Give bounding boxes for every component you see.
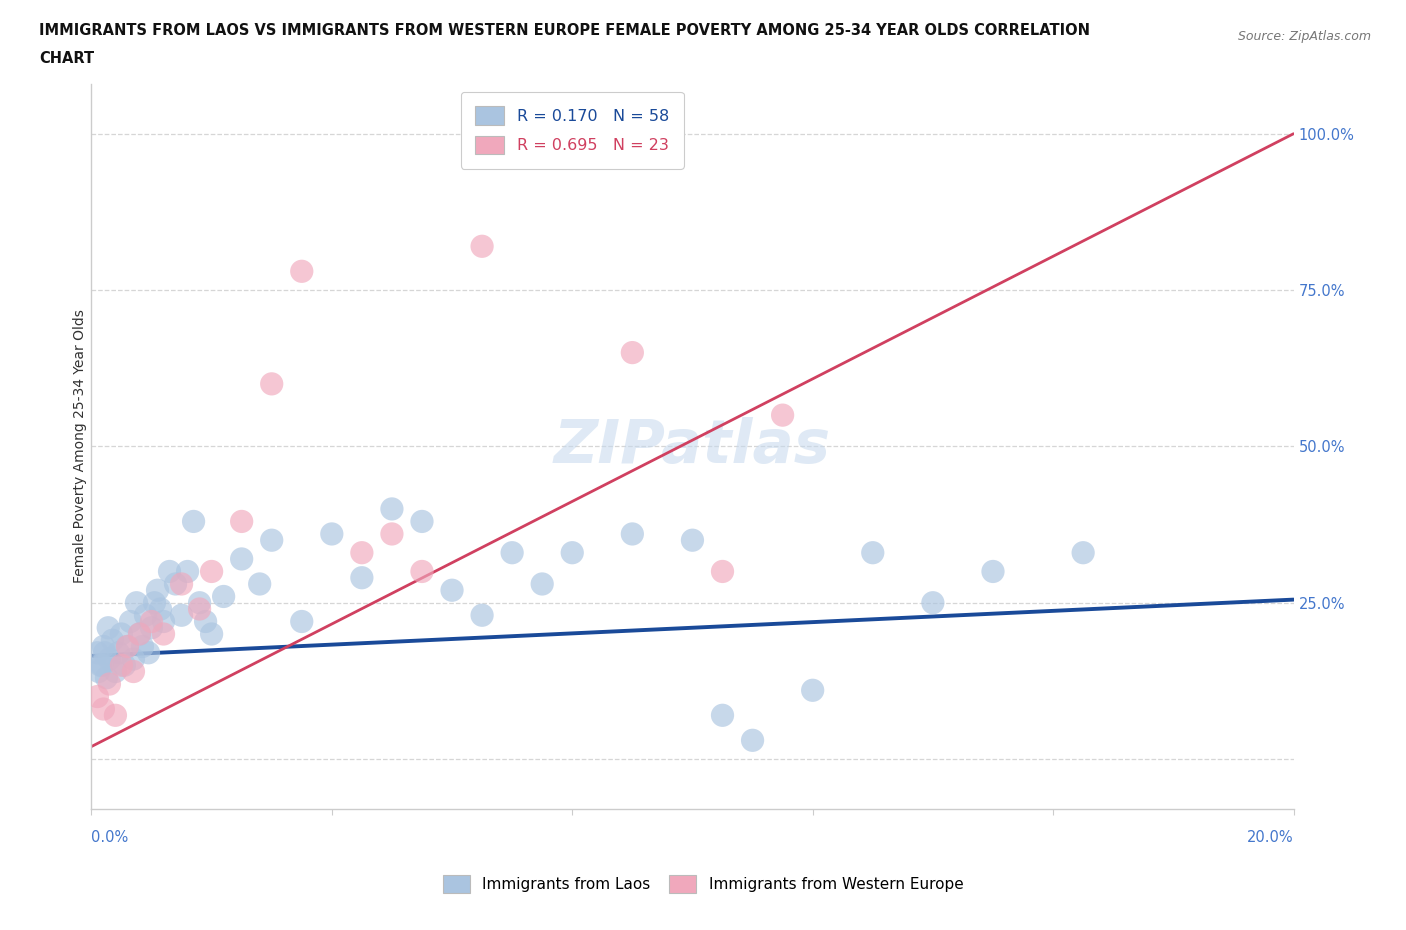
- Point: [183, 514, 205, 529]
- Point: [350, 545, 373, 560]
- Point: [981, 564, 1004, 578]
- Point: [149, 602, 172, 617]
- Point: [772, 407, 794, 422]
- Point: [621, 345, 644, 360]
- Text: 20.0%: 20.0%: [1247, 830, 1294, 844]
- Point: [801, 683, 824, 698]
- Point: [231, 514, 253, 529]
- Point: [101, 632, 124, 647]
- Point: [381, 526, 404, 541]
- Point: [159, 564, 181, 578]
- Point: [96, 671, 118, 685]
- Point: [741, 733, 763, 748]
- Point: [128, 627, 150, 642]
- Legend: R = 0.170   N = 58, R = 0.695   N = 23: R = 0.170 N = 58, R = 0.695 N = 23: [461, 92, 683, 168]
- Text: IMMIGRANTS FROM LAOS VS IMMIGRANTS FROM WESTERN EUROPE FEMALE POVERTY AMONG 25-3: IMMIGRANTS FROM LAOS VS IMMIGRANTS FROM …: [39, 23, 1091, 38]
- Point: [561, 545, 583, 560]
- Point: [188, 595, 211, 610]
- Point: [501, 545, 523, 560]
- Text: Source: ZipAtlas.com: Source: ZipAtlas.com: [1237, 30, 1371, 43]
- Point: [86, 645, 108, 660]
- Point: [134, 608, 156, 623]
- Point: [97, 620, 120, 635]
- Legend: Immigrants from Laos, Immigrants from Western Europe: Immigrants from Laos, Immigrants from We…: [436, 870, 970, 899]
- Point: [91, 658, 114, 672]
- Point: [104, 708, 127, 723]
- Point: [152, 627, 174, 642]
- Point: [146, 583, 169, 598]
- Point: [141, 614, 163, 629]
- Point: [1071, 545, 1094, 560]
- Point: [138, 645, 160, 660]
- Point: [350, 570, 373, 585]
- Text: ZIPatlas: ZIPatlas: [554, 417, 831, 476]
- Point: [249, 577, 271, 591]
- Point: [110, 658, 132, 672]
- Point: [117, 639, 139, 654]
- Point: [93, 639, 115, 654]
- Point: [125, 595, 148, 610]
- Point: [104, 664, 127, 679]
- Point: [110, 627, 132, 642]
- Point: [194, 614, 217, 629]
- Point: [188, 602, 211, 617]
- Point: [411, 514, 433, 529]
- Point: [122, 652, 145, 667]
- Point: [471, 239, 494, 254]
- Point: [621, 526, 644, 541]
- Point: [152, 614, 174, 629]
- Point: [212, 589, 235, 604]
- Point: [120, 614, 142, 629]
- Y-axis label: Female Poverty Among 25-34 Year Olds: Female Poverty Among 25-34 Year Olds: [73, 310, 87, 583]
- Point: [441, 583, 464, 598]
- Point: [176, 564, 198, 578]
- Point: [117, 639, 139, 654]
- Point: [321, 526, 343, 541]
- Point: [93, 701, 115, 716]
- Point: [471, 608, 494, 623]
- Point: [141, 620, 163, 635]
- Point: [98, 677, 121, 692]
- Point: [862, 545, 884, 560]
- Point: [231, 551, 253, 566]
- Text: 0.0%: 0.0%: [91, 830, 128, 844]
- Point: [531, 577, 554, 591]
- Point: [143, 595, 166, 610]
- Point: [170, 608, 193, 623]
- Point: [381, 501, 404, 516]
- Point: [201, 564, 224, 578]
- Point: [114, 658, 136, 672]
- Point: [89, 658, 111, 672]
- Point: [93, 645, 115, 660]
- Point: [122, 664, 145, 679]
- Point: [711, 708, 734, 723]
- Point: [291, 614, 314, 629]
- Point: [131, 639, 153, 654]
- Point: [128, 627, 150, 642]
- Point: [711, 564, 734, 578]
- Point: [922, 595, 945, 610]
- Point: [170, 577, 193, 591]
- Point: [681, 533, 703, 548]
- Point: [87, 664, 110, 679]
- Point: [165, 577, 187, 591]
- Point: [98, 652, 121, 667]
- Point: [260, 377, 283, 392]
- Text: CHART: CHART: [39, 51, 94, 66]
- Point: [107, 645, 129, 660]
- Point: [260, 533, 283, 548]
- Point: [411, 564, 433, 578]
- Point: [291, 264, 314, 279]
- Point: [201, 627, 224, 642]
- Point: [86, 689, 108, 704]
